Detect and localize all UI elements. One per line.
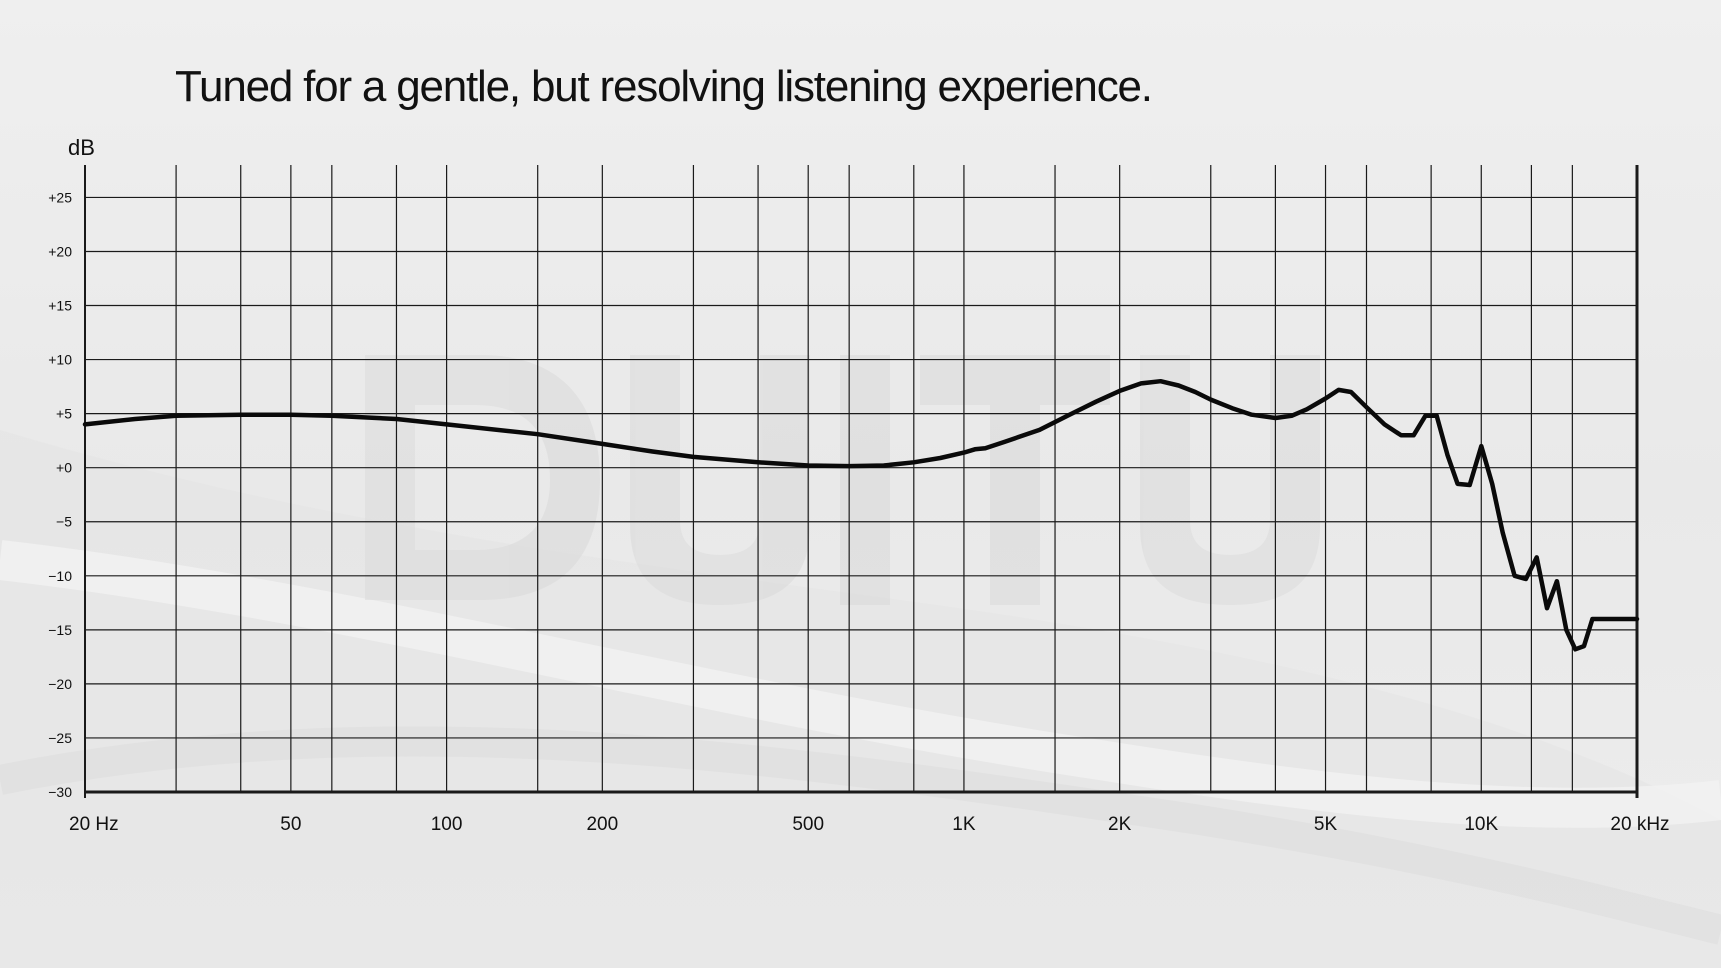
x-tick-label: 2K — [1108, 814, 1132, 835]
y-tick-label: −5 — [56, 514, 72, 530]
wave-highlight — [0, 540, 1721, 828]
y-tick-label: +20 — [48, 243, 72, 259]
y-tick-label: +15 — [48, 298, 72, 314]
x-tick-label: 20 kHz — [1610, 814, 1669, 835]
y-gridlines — [85, 196, 1637, 794]
x-tick-label: 50 — [280, 814, 301, 835]
y-tick-label: +10 — [48, 352, 72, 368]
x-gridlines — [84, 165, 1639, 798]
x-tick-label: 5K — [1314, 814, 1338, 835]
x-tick-label: 500 — [792, 814, 824, 835]
y-axis-unit-label: dB — [68, 135, 95, 160]
x-tick-label: 100 — [431, 814, 463, 835]
y-tick-label: −25 — [48, 730, 72, 746]
y-tick-labels: +25 +20 +15 +10 +5 +0 −5 −10 −15 −20 −25 −30 — [48, 189, 72, 800]
x-tick-label: 20 Hz — [69, 814, 119, 835]
series-line-frequency-response — [82, 378, 1640, 652]
y-tick-label: +0 — [56, 460, 72, 476]
series-group — [82, 378, 1640, 652]
y-tick-label: −15 — [48, 622, 72, 638]
x-tick-labels: 20 Hz 50 100 200 500 1K 2K 5K 10K 20 kHz — [69, 814, 1670, 835]
x-tick-label: 1K — [952, 814, 976, 835]
y-tick-label: −30 — [48, 784, 72, 800]
y-tick-label: +5 — [56, 406, 72, 422]
x-tick-label: 10K — [1464, 814, 1498, 835]
y-tick-label: −20 — [48, 676, 72, 692]
wave-stroke — [0, 726, 1721, 945]
y-tick-label: +25 — [48, 189, 72, 205]
y-tick-label: −10 — [48, 568, 72, 584]
chart-title: Tuned for a gentle, but resolving listen… — [175, 62, 1153, 111]
x-tick-label: 200 — [586, 814, 618, 835]
